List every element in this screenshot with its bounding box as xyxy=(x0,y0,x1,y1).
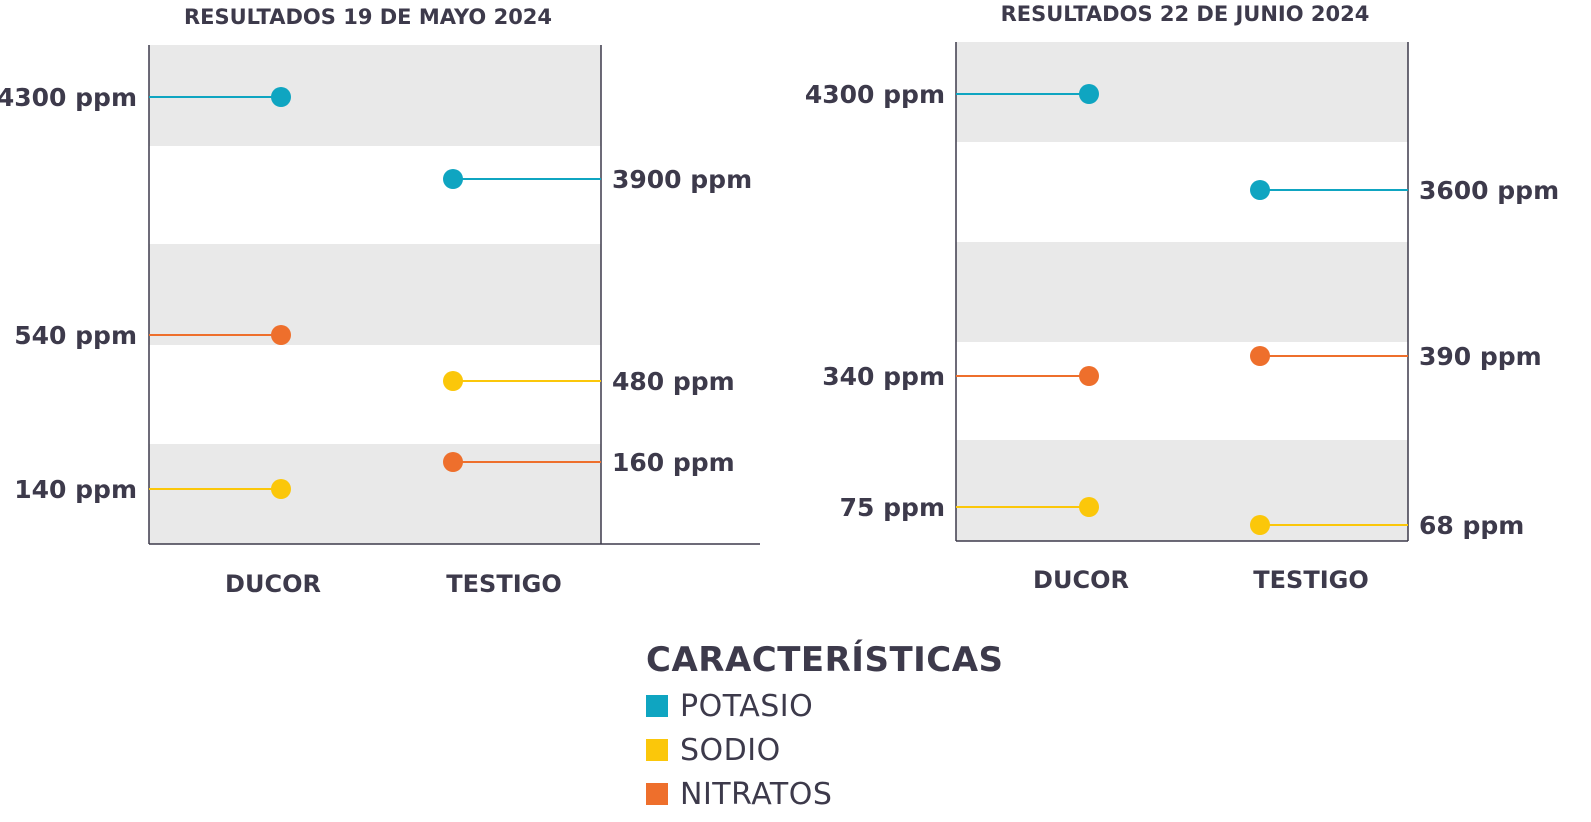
data-label-sodio-ducor: 75 ppm xyxy=(840,493,945,522)
data-label-sodio-testigo: 68 ppm xyxy=(1419,511,1524,540)
data-label-nitratos-ducor: 340 ppm xyxy=(822,362,945,391)
data-label-potasio-testigo: 3900 ppm xyxy=(612,165,752,194)
category-label-testigo: TESTIGO xyxy=(446,570,561,598)
point-nitratos-testigo xyxy=(443,452,463,472)
chart-band xyxy=(149,444,601,544)
data-label-sodio-ducor: 140 ppm xyxy=(14,475,137,504)
legend: CARACTERÍSTICAS POTASIO SODIO NITRATOS xyxy=(646,640,1004,816)
chart-band xyxy=(956,42,1408,142)
chart-title: RESULTADOS 22 DE JUNIO 2024 xyxy=(1001,2,1370,26)
data-label-potasio-testigo: 3600 ppm xyxy=(1419,176,1559,205)
chart-band xyxy=(149,244,601,345)
category-label-testigo: TESTIGO xyxy=(1253,566,1368,594)
point-sodio-ducor xyxy=(1079,497,1099,517)
point-nitratos-ducor xyxy=(271,325,291,345)
legend-item-sodio: SODIO xyxy=(646,728,1004,772)
category-label-ducor: DUCOR xyxy=(1033,566,1129,594)
point-potasio-testigo xyxy=(443,169,463,189)
legend-swatch-potasio xyxy=(646,695,668,717)
legend-item-potasio: POTASIO xyxy=(646,684,1004,728)
data-label-nitratos-testigo: 160 ppm xyxy=(612,448,735,477)
category-label-ducor: DUCOR xyxy=(225,570,321,598)
data-label-nitratos-testigo: 390 ppm xyxy=(1419,342,1542,371)
point-nitratos-ducor xyxy=(1079,366,1099,386)
point-sodio-testigo xyxy=(1250,515,1270,535)
legend-label-potasio: POTASIO xyxy=(680,688,814,724)
data-label-potasio-ducor: 4300 ppm xyxy=(0,83,137,112)
legend-item-nitratos: NITRATOS xyxy=(646,772,1004,816)
point-nitratos-testigo xyxy=(1250,346,1270,366)
point-potasio-testigo xyxy=(1250,180,1270,200)
legend-swatch-nitratos xyxy=(646,783,668,805)
point-sodio-testigo xyxy=(443,371,463,391)
point-potasio-ducor xyxy=(271,87,291,107)
data-label-potasio-ducor: 4300 ppm xyxy=(805,80,945,109)
chart-panel-1: RESULTADOS 19 DE MAYO 2024 DUCOR TESTIGO 43… xyxy=(0,5,760,598)
chart-title: RESULTADOS 19 DE MAYO 2024 xyxy=(184,5,552,29)
chart-band xyxy=(956,242,1408,342)
point-potasio-ducor xyxy=(1079,84,1099,104)
data-label-sodio-testigo: 480 ppm xyxy=(612,367,735,396)
legend-label-sodio: SODIO xyxy=(680,732,781,768)
chart-panel-2: RESULTADOS 22 DE JUNIO 2024 DUCOR TESTIGO 4… xyxy=(805,2,1559,594)
legend-title: CARACTERÍSTICAS xyxy=(646,640,1004,680)
legend-swatch-sodio xyxy=(646,739,668,761)
legend-label-nitratos: NITRATOS xyxy=(680,776,833,812)
point-sodio-ducor xyxy=(271,479,291,499)
chart-band xyxy=(149,45,601,146)
data-label-nitratos-ducor: 540 ppm xyxy=(14,321,137,350)
